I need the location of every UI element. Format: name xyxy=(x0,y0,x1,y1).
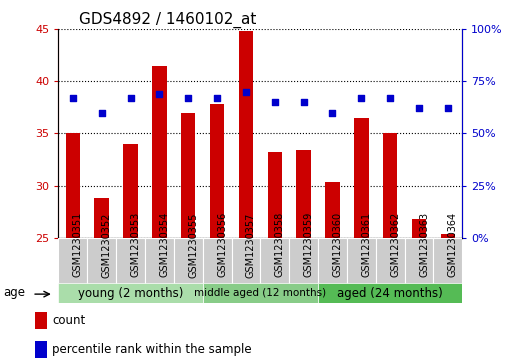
Text: GDS4892 / 1460102_at: GDS4892 / 1460102_at xyxy=(79,12,256,28)
Bar xyxy=(94,198,109,238)
Point xyxy=(126,95,135,101)
Point xyxy=(155,91,164,97)
Text: GSM1230358: GSM1230358 xyxy=(275,212,285,277)
Bar xyxy=(210,104,225,238)
Text: GSM1230364: GSM1230364 xyxy=(448,212,458,277)
Text: count: count xyxy=(52,314,85,327)
Point xyxy=(328,110,336,115)
Point xyxy=(69,95,77,101)
Bar xyxy=(174,238,203,285)
Point xyxy=(242,89,250,95)
Bar xyxy=(289,238,318,285)
Text: GSM1230357: GSM1230357 xyxy=(246,212,256,278)
Bar xyxy=(325,183,340,238)
Point xyxy=(271,99,279,105)
Bar xyxy=(35,341,47,358)
Bar xyxy=(35,312,47,329)
Bar xyxy=(318,283,462,303)
Bar xyxy=(58,238,87,285)
Text: GSM1230360: GSM1230360 xyxy=(332,212,342,277)
Text: age: age xyxy=(3,286,25,299)
Bar xyxy=(203,238,232,285)
Bar xyxy=(412,219,426,238)
Bar xyxy=(181,113,196,238)
Point xyxy=(98,110,106,115)
Text: GSM1230363: GSM1230363 xyxy=(419,212,429,277)
Bar xyxy=(123,144,138,238)
Bar xyxy=(116,238,145,285)
Bar xyxy=(376,238,404,285)
Bar xyxy=(87,238,116,285)
Bar xyxy=(66,133,80,238)
Text: GSM1230351: GSM1230351 xyxy=(73,212,83,277)
Text: GSM1230359: GSM1230359 xyxy=(304,212,313,277)
Point xyxy=(213,95,221,101)
Text: GSM1230355: GSM1230355 xyxy=(188,212,198,278)
Bar xyxy=(203,283,318,303)
Point xyxy=(415,105,423,111)
Text: middle aged (12 months): middle aged (12 months) xyxy=(194,288,327,298)
Text: GSM1230353: GSM1230353 xyxy=(131,212,141,277)
Bar xyxy=(404,238,433,285)
Text: GSM1230352: GSM1230352 xyxy=(102,212,112,278)
Text: percentile rank within the sample: percentile rank within the sample xyxy=(52,343,251,356)
Bar xyxy=(440,234,455,238)
Text: GSM1230356: GSM1230356 xyxy=(217,212,227,277)
Text: GSM1230361: GSM1230361 xyxy=(361,212,371,277)
Text: young (2 months): young (2 months) xyxy=(78,287,183,299)
Bar xyxy=(58,283,203,303)
Bar xyxy=(261,238,289,285)
Point xyxy=(184,95,193,101)
Text: GSM1230354: GSM1230354 xyxy=(160,212,169,277)
Bar xyxy=(152,66,167,238)
Bar xyxy=(268,152,282,238)
Bar xyxy=(232,238,261,285)
Bar xyxy=(145,238,174,285)
Bar xyxy=(347,238,376,285)
Bar xyxy=(318,238,347,285)
Bar xyxy=(239,31,253,238)
Point xyxy=(386,95,394,101)
Point xyxy=(300,99,308,105)
Text: GSM1230362: GSM1230362 xyxy=(390,212,400,277)
Bar xyxy=(383,133,397,238)
Point xyxy=(444,105,452,111)
Text: aged (24 months): aged (24 months) xyxy=(337,287,443,299)
Bar xyxy=(433,238,462,285)
Point xyxy=(357,95,365,101)
Bar xyxy=(296,150,311,238)
Bar xyxy=(354,118,368,238)
